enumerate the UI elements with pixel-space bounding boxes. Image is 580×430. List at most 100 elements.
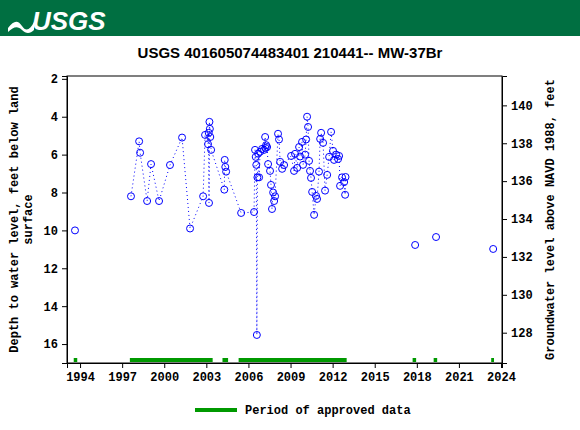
tick: 134	[502, 213, 533, 227]
data-point	[187, 225, 194, 232]
tick-label: 4	[51, 111, 58, 125]
data-point	[308, 174, 315, 181]
approved-period	[239, 358, 347, 362]
data-point	[253, 331, 260, 338]
tick-mark	[502, 219, 507, 220]
data-point	[127, 193, 134, 200]
tick-label: 2015	[361, 371, 390, 385]
data-point	[322, 187, 329, 194]
tick: 2015	[361, 363, 390, 385]
data-point	[309, 188, 316, 195]
tick-label: 1994	[66, 371, 95, 385]
tick-mark	[62, 306, 67, 307]
data-point	[299, 138, 306, 145]
data-point	[305, 123, 312, 130]
data-point	[238, 209, 245, 216]
data-point	[71, 227, 78, 234]
tick-mark	[502, 181, 507, 182]
data-point	[136, 138, 143, 145]
data-point	[206, 118, 213, 125]
data-point	[276, 136, 283, 143]
data-point	[342, 173, 349, 180]
data-point	[207, 133, 214, 140]
tick-label: 12	[44, 263, 58, 277]
tick-label: 2006	[235, 371, 264, 385]
data-point	[148, 161, 155, 168]
plot-frame	[67, 76, 502, 363]
data-point	[303, 136, 310, 143]
logo-wave	[8, 22, 34, 33]
tick-mark	[502, 295, 507, 296]
data-point	[302, 151, 309, 158]
data-point	[265, 161, 272, 168]
tick: 14	[44, 301, 67, 315]
tick-label: 16	[44, 338, 58, 352]
approved-period	[130, 358, 213, 362]
tick: 12	[44, 263, 67, 277]
approved-period	[434, 358, 438, 362]
tick-mark	[164, 363, 165, 368]
data-point	[254, 174, 261, 181]
tick: 130	[502, 289, 533, 303]
tick-mark	[62, 268, 67, 269]
data-point	[267, 167, 274, 174]
tick-label: 1997	[108, 371, 137, 385]
tick-mark	[502, 333, 507, 334]
tick: 132	[502, 251, 533, 265]
tick-mark	[291, 363, 292, 368]
data-point	[490, 245, 497, 252]
data-point	[304, 113, 311, 120]
data-point	[206, 199, 213, 206]
data-point	[306, 157, 313, 164]
header-bar	[0, 0, 580, 36]
legend-item: Period of approved data	[195, 404, 411, 418]
data-point	[221, 186, 228, 193]
tick: 1994	[66, 363, 95, 385]
tick: 128	[502, 327, 533, 341]
tick-mark	[502, 143, 507, 144]
approved-period	[413, 358, 417, 362]
tick: 136	[502, 175, 533, 189]
tick: 2	[51, 73, 67, 87]
chart: USGSUSGS 401605074483401 210441-- MW-37B…	[0, 0, 580, 430]
tick-label: 10	[44, 225, 58, 239]
data-point	[166, 162, 173, 169]
tick-mark	[333, 363, 334, 368]
legend-label: Period of approved data	[245, 404, 411, 418]
axis-line	[503, 77, 508, 364]
data-point	[316, 168, 323, 175]
tick-mark	[62, 117, 67, 118]
axis-line	[62, 77, 68, 364]
tick: 8	[51, 187, 67, 201]
y2-axis: 128130132134136138140	[502, 77, 533, 364]
logo: USGS	[8, 6, 106, 36]
tick-mark	[459, 363, 460, 368]
tick-label: 140	[511, 100, 533, 114]
tick-mark	[206, 363, 207, 368]
data-point	[137, 149, 144, 156]
tick-label: 6	[51, 149, 58, 163]
data-point	[320, 139, 327, 146]
tick-mark	[80, 363, 81, 368]
data-point	[318, 129, 325, 136]
logo-text: USGS	[32, 6, 106, 36]
data-point	[337, 182, 344, 189]
data-point	[271, 198, 278, 205]
tick: 2018	[403, 363, 432, 385]
data-point	[156, 198, 163, 205]
tick: 140	[502, 100, 533, 114]
tick-mark	[502, 257, 507, 258]
tick-label: 14	[44, 301, 58, 315]
tick-mark	[62, 344, 67, 345]
data-point	[433, 234, 440, 241]
tick-mark	[417, 363, 418, 368]
legend-swatch	[195, 408, 237, 412]
data-point	[412, 241, 419, 248]
data-point	[269, 205, 276, 212]
tick-label: 132	[511, 251, 533, 265]
data-point	[324, 171, 331, 178]
tick-label: 136	[511, 175, 533, 189]
data-point	[336, 152, 343, 159]
tick-label: 2	[51, 73, 58, 87]
data-point	[268, 181, 275, 188]
